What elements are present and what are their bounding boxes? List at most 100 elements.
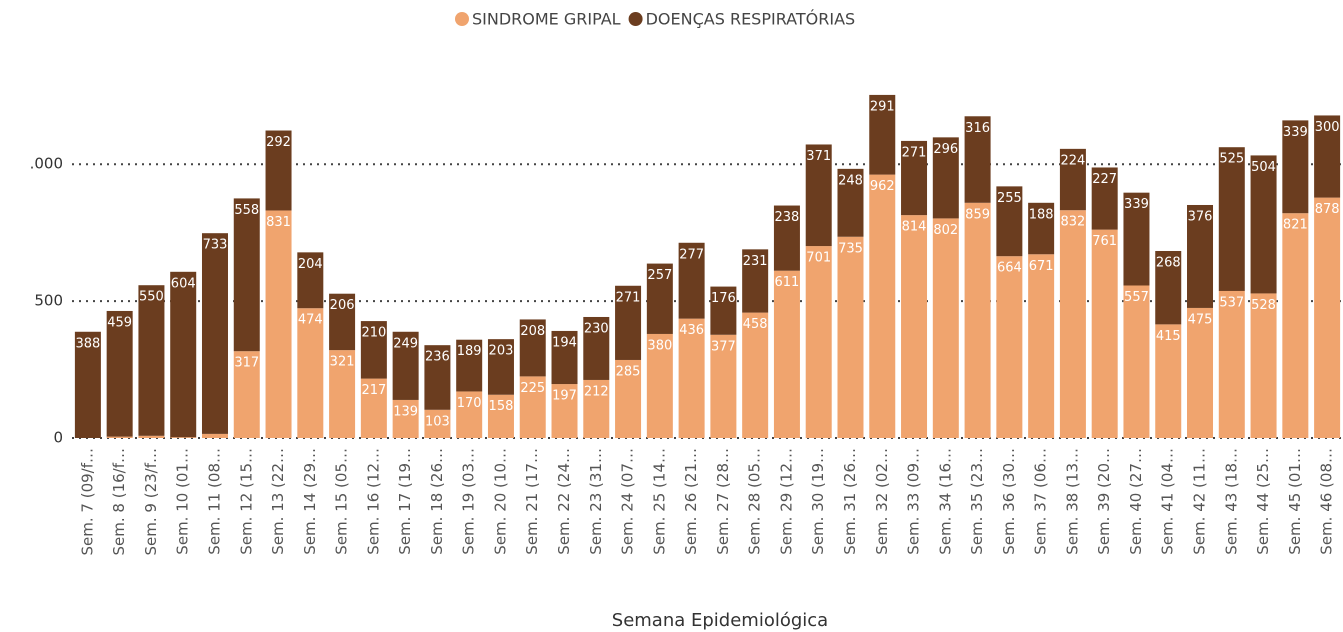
x-tick-label: Sem. 27 (28… (714, 448, 732, 555)
data-label: 962 (870, 179, 895, 194)
x-tick-label: Sem. 33 (09… (905, 448, 923, 555)
bar-segment (1218, 290, 1245, 438)
bar-segment (519, 376, 546, 438)
data-label: 664 (997, 261, 1022, 276)
data-label: 321 (330, 355, 355, 370)
data-label: 474 (298, 313, 323, 328)
data-label: 415 (1156, 329, 1181, 344)
data-label: 231 (743, 254, 768, 269)
data-label: 249 (393, 336, 418, 351)
data-label: 248 (838, 173, 863, 188)
data-label: 735 (838, 241, 863, 256)
data-label: 380 (647, 338, 672, 353)
data-label: 236 (425, 350, 450, 365)
bar-segment (170, 271, 197, 438)
bar-segment (1059, 148, 1086, 211)
data-label: 550 (139, 290, 164, 305)
bar-segment (646, 333, 673, 438)
bar-segment (805, 246, 832, 438)
bar-segment (360, 378, 387, 438)
x-tick-label: Sem. 8 (16/f… (110, 448, 128, 555)
data-label: 878 (1315, 202, 1340, 217)
data-label: 296 (933, 142, 958, 157)
x-tick-label: Sem. 28 (05… (746, 448, 764, 555)
x-axis-title: Semana Epidemiológica (612, 610, 828, 631)
bar-segment (996, 256, 1023, 438)
data-label: 194 (552, 335, 577, 350)
data-label: 206 (330, 298, 355, 313)
x-tick-label: Sem. 36 (30… (1000, 448, 1018, 555)
y-tick-label: 0 (53, 429, 63, 447)
data-label: 170 (457, 396, 482, 411)
bar-segment (456, 391, 483, 438)
data-label: 285 (616, 364, 641, 379)
data-label: 831 (266, 215, 291, 230)
data-label: 103 (425, 414, 450, 429)
data-label: 558 (234, 203, 259, 218)
bar-segment (964, 202, 991, 438)
data-label: 300 (1315, 120, 1340, 135)
bar-segment (487, 339, 514, 395)
bar-segment (773, 270, 800, 438)
x-tick-label: Sem. 9 (23/f… (142, 448, 160, 555)
x-tick-label: Sem. 39 (20… (1095, 448, 1113, 555)
x-tick-label: Sem. 17 (19… (396, 448, 414, 555)
bar-segment (201, 233, 228, 434)
x-tick-label: Sem. 40 (27… (1127, 448, 1145, 555)
x-tick-label: Sem. 25 (14… (650, 448, 668, 555)
data-label: 316 (965, 121, 990, 136)
data-label: 604 (171, 276, 196, 291)
data-label: 188 (1029, 207, 1054, 222)
x-tick-label: Sem. 7 (09/f… (78, 448, 96, 555)
bar-segment (1218, 147, 1245, 291)
bar-segment (1028, 254, 1055, 438)
data-label: 291 (870, 99, 895, 114)
bar-segment (265, 130, 292, 211)
data-label: 859 (965, 207, 990, 222)
bar-segment (964, 116, 991, 203)
data-label: 458 (743, 317, 768, 332)
data-label: 189 (457, 344, 482, 359)
bar-segment (1155, 324, 1182, 438)
data-label: 271 (616, 290, 641, 305)
bar-segment (233, 351, 260, 438)
data-label: 224 (1060, 153, 1085, 168)
bar-segment (487, 394, 514, 438)
bar-segment (742, 312, 769, 438)
data-label: 459 (107, 315, 132, 330)
bar-segment (74, 331, 101, 438)
data-label: 339 (1124, 197, 1149, 212)
x-tick-label: Sem. 23 (31… (587, 448, 605, 555)
bar-segment (615, 285, 642, 360)
bar-segment (297, 308, 324, 438)
x-tick-label: Sem. 41 (04… (1159, 448, 1177, 555)
bar-segment (583, 316, 610, 380)
bar-segment (233, 198, 260, 352)
bar-segment (932, 137, 959, 219)
x-tick-label: Sem. 15 (05… (333, 448, 351, 555)
data-label: 203 (489, 344, 514, 359)
bar-segment (329, 350, 356, 438)
data-label: 255 (997, 191, 1022, 206)
bar-segment (678, 242, 705, 319)
data-label: 197 (552, 389, 577, 404)
bar-segment (773, 205, 800, 271)
bar-segment (551, 384, 578, 438)
x-tick-label: Sem. 18 (26… (428, 448, 446, 555)
x-tick-label: Sem. 11 (08… (205, 448, 223, 555)
data-label: 212 (584, 384, 609, 399)
x-tick-label: Sem. 45 (01… (1286, 448, 1304, 555)
bar-segment (710, 286, 737, 335)
data-label: 268 (1156, 255, 1181, 270)
x-tick-label: Sem. 14 (29… (301, 448, 319, 555)
legend-label: DOENÇAS RESPIRATÓRIAS (646, 10, 856, 29)
data-label: 388 (75, 336, 100, 351)
bar-segment (1187, 204, 1214, 308)
x-tick-label: Sem. 42 (11… (1191, 448, 1209, 555)
bar-segment (615, 359, 642, 438)
x-tick-label: Sem. 38 (13… (1063, 448, 1081, 555)
bar-segment (837, 236, 864, 438)
x-tick-label: Sem. 10 (01… (174, 448, 192, 555)
x-tick-label: Sem. 21 (17… (523, 448, 541, 555)
